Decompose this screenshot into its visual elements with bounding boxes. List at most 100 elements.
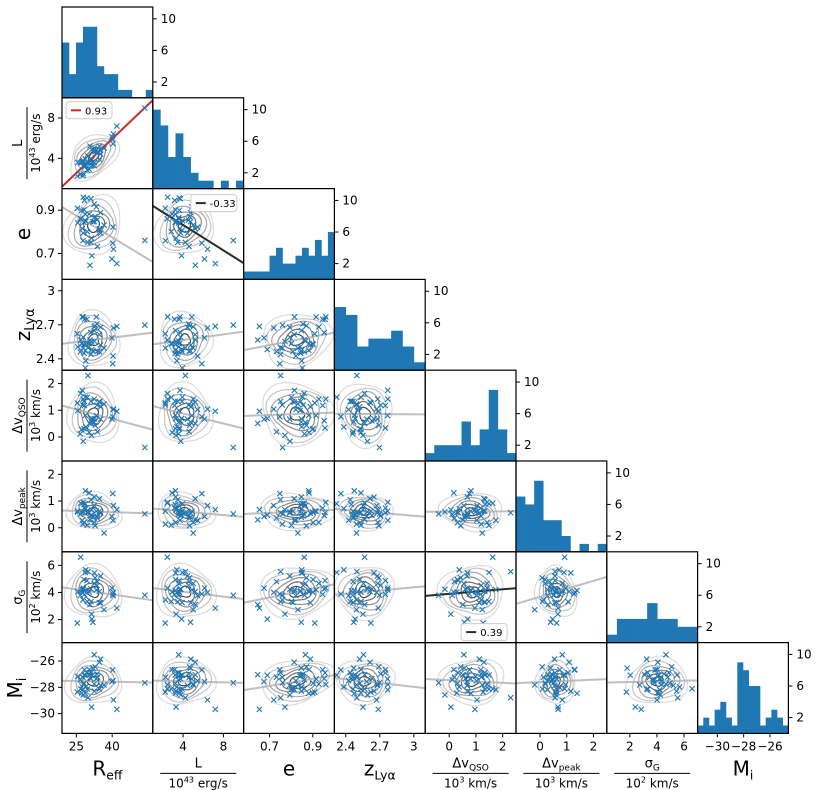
panel-zLya-vs-e bbox=[243, 278, 336, 371]
label-numerator: Δvpeak bbox=[11, 486, 28, 525]
scatter-point bbox=[375, 422, 382, 429]
y-tick-label: −26 bbox=[30, 654, 55, 668]
hist-bar bbox=[243, 271, 251, 280]
kde-contour bbox=[163, 387, 211, 440]
label-numerator: L bbox=[195, 756, 203, 771]
scatter-point bbox=[375, 522, 382, 529]
scatter-point bbox=[177, 334, 184, 341]
scatter-point bbox=[74, 205, 81, 212]
scatter-point bbox=[279, 596, 286, 603]
panel-zLya-vs-L bbox=[152, 278, 245, 371]
scatter-point bbox=[298, 418, 305, 425]
scatter-point bbox=[77, 390, 84, 397]
scatter-point bbox=[172, 327, 179, 334]
scatter-point bbox=[478, 582, 485, 589]
scatter-point bbox=[178, 415, 185, 422]
scatter-point bbox=[305, 412, 312, 419]
scatter-point bbox=[435, 679, 442, 686]
fit-line bbox=[152, 205, 244, 264]
scatter-point bbox=[374, 580, 381, 587]
hist-bar bbox=[75, 42, 84, 98]
hist-bar bbox=[220, 180, 229, 189]
scatter-point bbox=[544, 586, 551, 593]
scatter-point bbox=[300, 402, 307, 409]
scatter-point bbox=[264, 672, 271, 679]
scatter-point bbox=[173, 683, 180, 690]
hist-bar bbox=[167, 157, 176, 189]
scatter-point bbox=[297, 398, 304, 405]
scatter-point bbox=[384, 499, 391, 506]
scatter-point bbox=[349, 592, 356, 599]
label-numerator: ΔvQSO bbox=[452, 756, 488, 773]
count-tick-label: 6 bbox=[433, 316, 441, 330]
scatter-point bbox=[84, 372, 91, 379]
scatter-point bbox=[292, 352, 299, 359]
count-tick-label: 6 bbox=[615, 497, 623, 511]
scatter-point bbox=[485, 522, 492, 529]
scatter-point bbox=[313, 675, 320, 682]
scatter-point bbox=[627, 672, 634, 679]
label-numerator: σG bbox=[645, 756, 660, 773]
hist-bar bbox=[379, 338, 392, 371]
panel-content bbox=[62, 99, 153, 188]
scatter-point bbox=[184, 509, 191, 516]
panel-e-vs-L: -0.33 bbox=[152, 188, 245, 281]
scatter-point bbox=[291, 517, 298, 524]
xlabel-mi: Mi bbox=[733, 756, 754, 782]
scatter-point bbox=[453, 589, 460, 596]
hist-bar bbox=[117, 89, 126, 98]
scatter-point bbox=[176, 690, 183, 696]
scatter-point bbox=[299, 500, 306, 507]
hist-bar bbox=[110, 74, 119, 98]
scatter-point bbox=[286, 508, 293, 515]
scatter-point bbox=[375, 706, 382, 713]
panel-sigmaG-vs-e bbox=[243, 551, 336, 644]
y-tick-label: 2.4 bbox=[36, 352, 55, 366]
scatter-point bbox=[348, 672, 355, 679]
scatter-point bbox=[261, 513, 268, 520]
scatter-point bbox=[449, 592, 456, 599]
scatter-point bbox=[174, 598, 181, 605]
hist-bar bbox=[714, 709, 721, 734]
scatter-point bbox=[373, 696, 380, 703]
scatter-point bbox=[367, 400, 374, 407]
scatter-point bbox=[141, 510, 148, 517]
scatter-point bbox=[492, 686, 499, 693]
scatter-point bbox=[164, 313, 171, 320]
scatter-point bbox=[363, 678, 370, 685]
x-tick-label: 2.7 bbox=[370, 739, 389, 753]
panel-frame bbox=[61, 551, 154, 644]
scatter-point bbox=[305, 487, 312, 494]
panel-dvQSO-vs-zLya bbox=[333, 369, 426, 462]
hist-bar bbox=[708, 725, 715, 734]
scatter-point bbox=[204, 406, 211, 413]
scatter-point bbox=[291, 495, 298, 502]
scatter-point bbox=[313, 314, 320, 320]
hist-bar bbox=[263, 271, 270, 280]
legend-box bbox=[190, 194, 238, 213]
scatter-point bbox=[291, 686, 298, 693]
y-tick-label: 0.9 bbox=[36, 203, 55, 217]
scatter-point bbox=[96, 495, 103, 502]
fit-line bbox=[152, 507, 244, 519]
scatter-point bbox=[449, 676, 456, 683]
scatter-point bbox=[291, 586, 298, 593]
scatter-point bbox=[192, 262, 199, 269]
scatter-point bbox=[91, 419, 98, 426]
fit-line bbox=[62, 331, 153, 345]
scatter-point bbox=[86, 210, 93, 217]
panel-content bbox=[334, 554, 426, 627]
scatter-point bbox=[305, 587, 312, 594]
kde-contour bbox=[157, 381, 215, 443]
xlabel-e: e bbox=[283, 756, 295, 780]
scatter-point bbox=[300, 320, 307, 327]
scatter-point bbox=[361, 420, 368, 427]
scatter-point bbox=[350, 418, 357, 425]
scatter-point bbox=[374, 396, 381, 403]
scatter-point bbox=[86, 601, 93, 608]
scatter-point bbox=[294, 530, 301, 537]
scatter-point bbox=[309, 509, 316, 516]
scatter-point bbox=[479, 606, 486, 613]
